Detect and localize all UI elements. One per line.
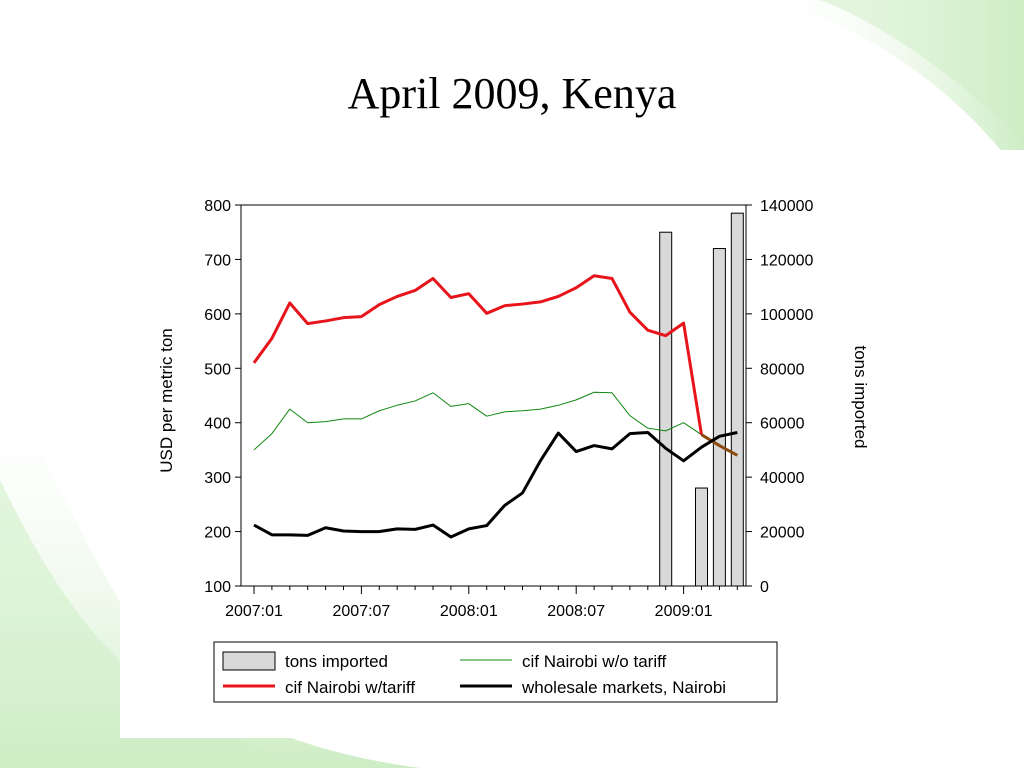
y-tick-label: 600 [204, 307, 231, 324]
y2-tick-label: 140000 [760, 198, 813, 215]
y-tick-label: 300 [204, 470, 231, 487]
legend-tons-imported-label: tons imported [285, 652, 388, 671]
y2-tick-label: 20000 [760, 525, 805, 542]
legend-wholesale-markets-nairobi-label: wholesale markets, Nairobi [521, 678, 726, 697]
y-tick-label: 400 [204, 416, 231, 433]
y-tick-label: 100 [204, 579, 231, 596]
x-tick-label: 2007:01 [225, 603, 283, 620]
y2-tick-label: 80000 [760, 361, 805, 378]
legend-cif-nairobi-w-o-tariff-label: cif Nairobi w/o tariff [522, 652, 667, 671]
plot-frame [240, 204, 747, 587]
y-tick-label: 500 [204, 361, 231, 378]
y-axis-title: USD per metric ton [157, 328, 176, 473]
y2-tick-label: 40000 [760, 470, 805, 487]
legend-box [213, 641, 778, 703]
bar-tons-imported [659, 231, 673, 587]
bar-tons-imported [730, 212, 744, 587]
line-cif-nairobi-w-tariff-tail [700, 433, 739, 457]
legend-cif-nairobi-w-tariff-label: cif Nairobi w/tariff [285, 678, 415, 697]
y-tick-label: 800 [204, 198, 231, 215]
y2-tick-label: 0 [760, 579, 769, 596]
y-tick-label: 200 [204, 525, 231, 542]
x-tick-label: 2009:01 [655, 603, 713, 620]
bar-tons-imported [695, 487, 708, 587]
y-tick-label: 700 [204, 252, 231, 269]
x-tick-label: 2008:01 [440, 603, 498, 620]
slide-title: April 2009, Kenya [347, 69, 677, 118]
bar-tons-imported [712, 248, 726, 587]
legend-tons-imported-swatch [222, 651, 276, 671]
y2-tick-label: 120000 [760, 252, 813, 269]
x-tick-label: 2007:07 [332, 603, 390, 620]
line-wholesale-markets-nairobi [253, 431, 738, 539]
line-cif-nairobi-w-tariff [252, 274, 703, 435]
x-tick-label: 2008:07 [547, 603, 605, 620]
line-cif-nairobi-w-o-tariff [253, 391, 738, 456]
y2-tick-label: 60000 [760, 416, 805, 433]
y2-tick-label: 100000 [760, 307, 813, 324]
y2-axis-title: tons imported [851, 346, 870, 449]
